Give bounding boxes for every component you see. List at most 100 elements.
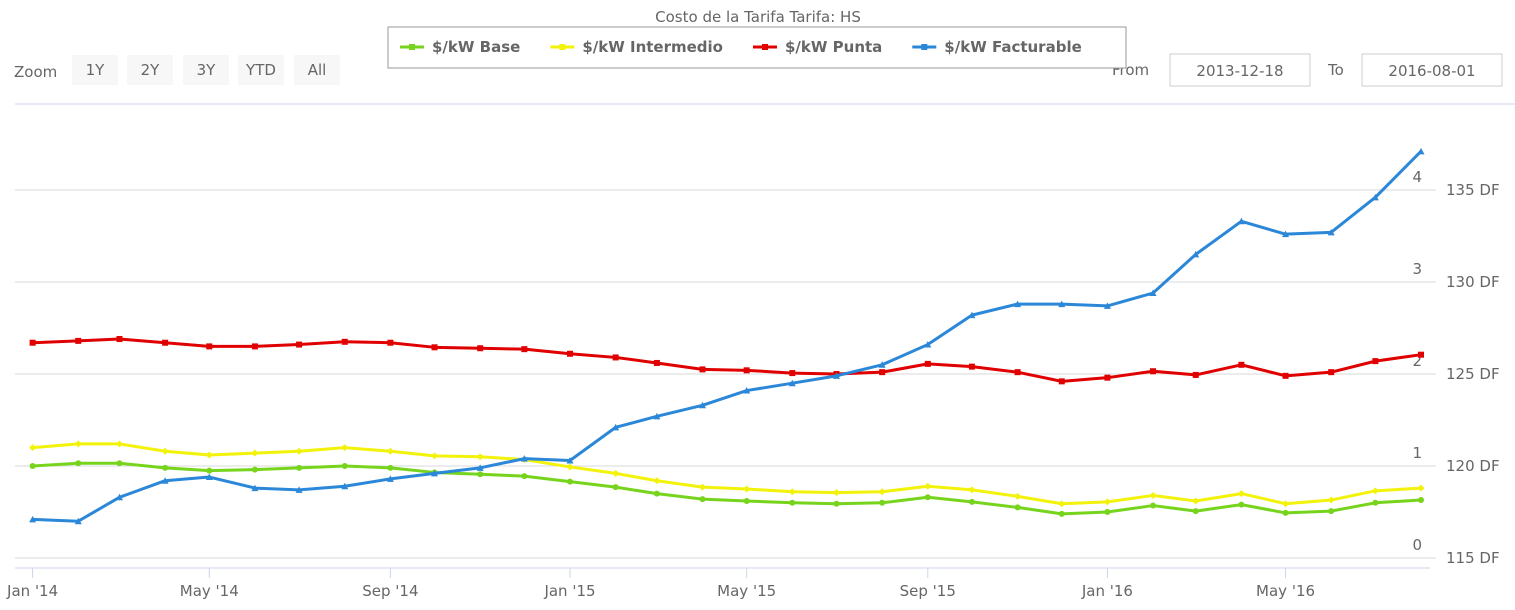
zoom-button[interactable] (72, 55, 118, 85)
marker (924, 360, 931, 367)
from-input[interactable] (1169, 53, 1311, 87)
y-tick-label: 3 (1412, 260, 1422, 278)
marker (1103, 498, 1111, 506)
x-tick-label: Jan '15 (543, 582, 595, 600)
marker (1104, 509, 1111, 515)
marker (1328, 369, 1335, 376)
marker (878, 361, 886, 368)
marker (386, 475, 394, 482)
from-value[interactable]: 2013-12-18 (1196, 62, 1283, 80)
marker (924, 494, 931, 501)
legend-label[interactable]: $/kW Facturable (944, 38, 1081, 56)
marker (566, 463, 574, 471)
marker (968, 363, 975, 370)
marker (477, 471, 484, 478)
zoom-button-label[interactable]: 3Y (197, 61, 217, 79)
legend-label[interactable]: $/kW Base (432, 38, 520, 56)
marker (879, 499, 886, 506)
marker (1058, 378, 1065, 385)
marker (161, 477, 169, 484)
marker (743, 497, 750, 504)
marker (743, 485, 751, 493)
marker (1058, 500, 1066, 508)
marker (1058, 300, 1066, 308)
marker (1014, 300, 1022, 308)
marker (251, 466, 258, 473)
marker (566, 456, 574, 464)
marker (162, 464, 169, 471)
marker (161, 447, 169, 455)
marker (387, 339, 394, 346)
marker (75, 460, 82, 467)
zoom-button-label[interactable]: All (308, 61, 327, 79)
marker (788, 379, 796, 387)
to-label: To (1327, 61, 1344, 79)
series-line (32, 461, 1422, 516)
marker (567, 350, 574, 357)
marker (1237, 217, 1245, 225)
legend-label[interactable]: $/kW Punta (785, 38, 882, 56)
marker (699, 366, 706, 373)
marker (1237, 490, 1245, 498)
zoom-button[interactable] (294, 55, 340, 85)
legend-marker (409, 44, 415, 50)
zoom-button-label[interactable]: YTD (245, 61, 276, 79)
marker (653, 490, 660, 497)
marker (296, 341, 303, 348)
marker (341, 482, 349, 490)
marker (699, 401, 707, 409)
zoom-button[interactable] (183, 55, 229, 85)
x-tick-label: May '16 (1256, 582, 1315, 600)
marker (1058, 510, 1065, 517)
y2-tick-label: 135 DF (1446, 181, 1500, 199)
zoom-button-label[interactable]: 2Y (141, 61, 161, 79)
marker (387, 464, 394, 471)
zoom-button[interactable] (127, 55, 173, 85)
marker (924, 482, 932, 490)
marker (1418, 351, 1424, 358)
to-input[interactable] (1361, 53, 1503, 87)
marker (205, 473, 213, 481)
marker (612, 423, 620, 431)
marker (115, 440, 123, 448)
to-value[interactable]: 2016-08-01 (1388, 62, 1475, 80)
marker (567, 478, 574, 485)
marker (431, 452, 439, 460)
marker (521, 473, 528, 480)
x-tick-label: Jan '16 (1081, 582, 1133, 600)
marker (1327, 228, 1335, 236)
zoom-button[interactable] (238, 55, 284, 85)
marker (612, 354, 619, 361)
marker (74, 440, 82, 448)
marker (1372, 358, 1379, 365)
y2-tick-label: 115 DF (1446, 549, 1500, 567)
y2-tick-label: 130 DF (1446, 273, 1500, 291)
marker (924, 341, 932, 348)
marker (75, 337, 82, 344)
marker (162, 339, 169, 346)
marker (1192, 250, 1200, 258)
marker (1238, 501, 1245, 508)
marker (341, 444, 349, 452)
marker (115, 493, 123, 501)
y2-tick-label: 120 DF (1446, 457, 1500, 475)
legend-marker (761, 44, 768, 50)
marker (743, 387, 751, 394)
legend-label[interactable]: $/kW Intermedio (582, 38, 723, 56)
marker (699, 483, 707, 491)
marker (1372, 499, 1379, 506)
marker (1282, 230, 1290, 238)
x-tick-label: Sep '15 (900, 582, 956, 600)
marker (206, 467, 213, 474)
marker (1371, 193, 1379, 201)
series-line (32, 150, 1423, 523)
marker (832, 489, 840, 497)
marker (295, 486, 303, 493)
marker (251, 484, 259, 492)
marker (1192, 508, 1199, 515)
zoom-button-label[interactable]: 1Y (86, 61, 106, 79)
zoom-label: Zoom (14, 63, 57, 81)
marker (1150, 368, 1157, 375)
marker (116, 460, 123, 467)
marker (341, 463, 348, 469)
